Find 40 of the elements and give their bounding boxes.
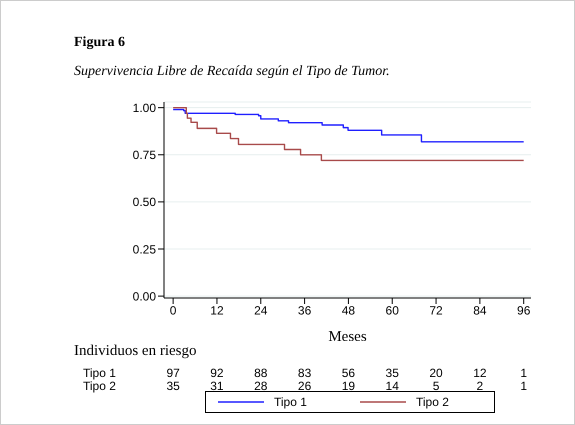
x-tick-label: 36 [298,304,312,318]
x-tick-label: 12 [210,304,224,318]
text: 14 [384,379,400,393]
legend-label: Tipo 2 [416,395,449,409]
chart-title: Figura 6 [74,35,125,51]
text: 83 [296,366,312,380]
x-tick-label: 84 [473,304,487,318]
text: 5 [432,379,440,393]
text: 28 [253,379,268,393]
text: 1 [519,379,528,393]
text: 35 [165,379,181,393]
text: 19 [340,379,356,393]
x-tick-label: 24 [254,304,268,318]
y-tick-label: 0.50 [132,195,156,210]
y-tick-label: 1.00 [132,100,156,115]
text: 2 [476,379,484,393]
y-tick-label: 0.75 [132,148,156,162]
x-tick-label: 96 [517,304,531,318]
text: 88 [253,366,268,380]
y-tick-label: 0.25 [132,242,156,256]
text: 97 [165,366,181,380]
text: 26 [296,379,312,393]
text: Tipo 1 [83,366,116,380]
text: 31 [209,379,225,393]
chart-subtitle: Supervivencia Libre de Recaída según el Tipo de Tumor. [74,64,390,80]
x-tick-label: 60 [386,304,400,318]
x-tick-label: 72 [429,304,444,318]
text: 1 [519,366,528,380]
legend-label: Tipo 1 [274,395,307,409]
text: Tipo 2 [83,379,116,393]
x-tick-label: 0 [170,304,177,318]
text: Individuos en riesgo [74,343,196,360]
text: 12 [472,366,488,380]
x-tick-label: 48 [342,304,356,318]
text: 92 [209,366,225,380]
y-tick-label: 0.00 [132,289,156,304]
x-axis-title: Meses [328,329,367,345]
text: 20 [428,366,444,380]
text: 56 [340,366,356,380]
text: 35 [384,366,400,380]
